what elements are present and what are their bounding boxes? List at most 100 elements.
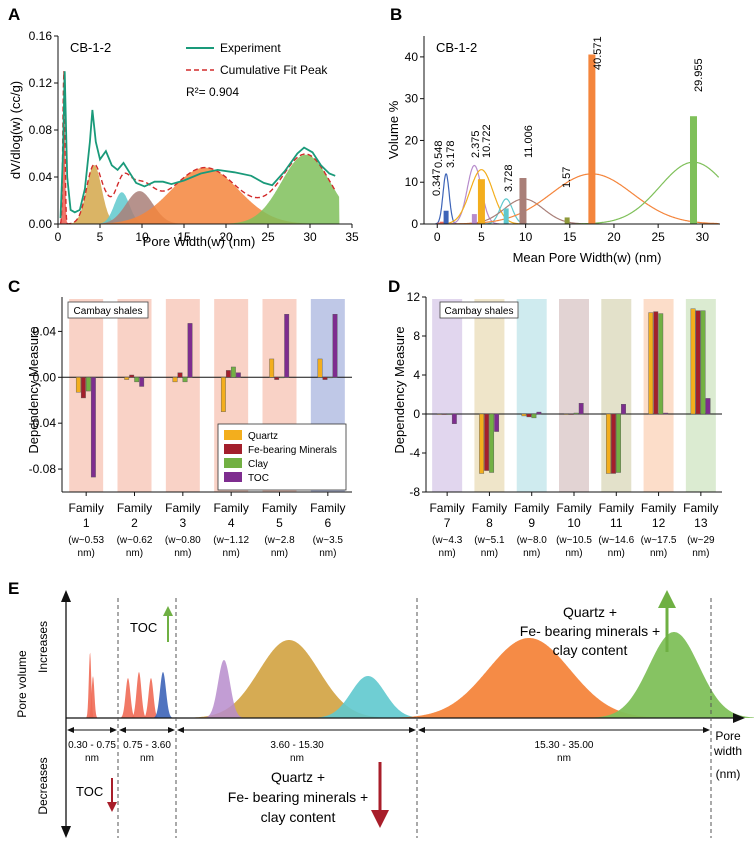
bar-family5-toc <box>284 314 290 378</box>
volume-bar-1 <box>437 222 443 224</box>
bar-family6-fe-bearing-minerals <box>322 377 328 380</box>
x-axis-label-a: Pore Width(w) (nm) <box>143 234 256 249</box>
bar-family6-quartz <box>317 358 323 378</box>
bar-value-label-8: 1.57 <box>561 167 573 188</box>
e-decreases: Decreases <box>36 757 50 814</box>
category-num: 6 <box>324 516 331 530</box>
y-axis-label-c: Dependency Measure <box>26 326 41 453</box>
bar-family2-quartz <box>124 377 130 380</box>
e-x-label-2: width <box>713 744 742 758</box>
title-c: Cambay shales <box>74 306 143 317</box>
cumulative-fit-line <box>59 71 336 225</box>
category-unit: nm) <box>650 548 667 559</box>
legend-toc: TOC <box>248 473 269 484</box>
panel-a: A 0 5 10 15 20 25 30 35 0.00 0.04 0.08 0.12 0.16 CB-… <box>8 5 359 249</box>
legend-c: Quartz Fe-bearing Minerals Clay TOC <box>217 423 347 491</box>
y-tick-label-b: 10 <box>405 175 419 189</box>
category-unit: nm) <box>174 548 191 559</box>
e-peak-fam-6 <box>153 672 173 718</box>
category-unit: nm) <box>481 548 498 559</box>
x-tick-label-b: 5 <box>478 230 485 244</box>
bar-family11-clay <box>616 413 621 473</box>
bar-value-label-5: 10.722 <box>481 124 493 158</box>
category-num: 10 <box>567 516 581 530</box>
bar-family8-clay <box>489 413 495 473</box>
category-unit: nm) <box>78 548 95 559</box>
e-range-1-text: 0.30 - 0.75 <box>68 740 116 751</box>
x-tick-label-a: 20 <box>219 230 233 244</box>
category-range: (w~4.3 <box>432 535 463 546</box>
legend-clay: Clay <box>248 459 268 470</box>
e-range-2-unit: nm <box>140 753 154 764</box>
category-range: (w~2.8 <box>264 535 295 546</box>
e-quartz-down-2: Fe- bearing minerals + <box>228 789 368 805</box>
bar-family10-toc <box>578 403 584 415</box>
x-tick-label-a: 0 <box>55 230 62 244</box>
panel-d: D Family7(w~4.3nm)Family8(w~5.1nm)Family… <box>388 277 722 559</box>
e-x-label-1: Pore <box>715 729 741 743</box>
x-tick-label-b: 0 <box>434 230 441 244</box>
category-num: 11 <box>610 516 623 530</box>
panel-label-d: D <box>388 277 400 296</box>
r-squared: R²= 0.904 <box>186 85 239 99</box>
category-range: (w~0.53 <box>68 535 104 546</box>
bar-family9-toc <box>536 411 542 415</box>
fit-peak-5 <box>97 167 313 224</box>
legend-swatch-toc <box>224 472 242 482</box>
category-name: Family <box>429 501 464 515</box>
bar-family8-quartz <box>479 413 485 474</box>
category-range: (w~10.5 <box>556 535 592 546</box>
family-band-7 <box>432 299 463 492</box>
e-range-3-unit: nm <box>290 753 304 764</box>
e-peak-micro-2 <box>88 676 98 718</box>
e-range-2-head-l <box>119 727 126 733</box>
bar-value-label-7: 11.006 <box>523 125 535 158</box>
bar-family6-clay <box>327 377 333 379</box>
bar-family13-quartz <box>690 308 696 415</box>
bar-family3-toc <box>187 323 193 378</box>
y-axis-label-d: Dependency Measure <box>392 326 407 453</box>
e-toc-down-arrow-head <box>107 802 117 812</box>
category-unit: nm) <box>692 548 709 559</box>
y-tick-label-c-plot: 0.00 <box>33 370 57 384</box>
bar-family3-quartz <box>172 377 178 383</box>
bar-family3-fe-bearing-minerals <box>177 372 183 378</box>
category-name: Family <box>472 501 507 515</box>
y-tick-label-b: 0 <box>411 217 418 231</box>
category-name: Family <box>556 501 591 515</box>
e-range-3-head-r <box>409 727 416 733</box>
x-axis-label-b: Mean Pore Width(w) (nm) <box>513 250 662 265</box>
y-tick-label-c-plot: -0.04 <box>29 416 57 430</box>
volume-bar-3 <box>443 210 449 224</box>
x-tick-label-b: 15 <box>563 230 577 244</box>
category-range: (w~8.0 <box>517 535 548 546</box>
bar-family2-fe-bearing-minerals <box>129 374 135 378</box>
bar-family9-clay <box>531 413 537 419</box>
e-x-label-3: (nm) <box>716 767 741 781</box>
x-tick-label-a: 30 <box>303 230 317 244</box>
y-tick-label-a: 0.16 <box>29 29 53 43</box>
sample-label-a: CB-1-2 <box>70 40 111 55</box>
e-toc-down-label: TOC <box>76 784 103 799</box>
e-peak-fam-7 <box>204 660 244 718</box>
category-unit: nm) <box>271 548 288 559</box>
volume-bar-5 <box>477 179 485 224</box>
bar-value-label-2: 0.548 <box>433 140 445 168</box>
e-range-3-head-l <box>177 727 184 733</box>
e-x-arrow <box>733 713 745 723</box>
category-num: 9 <box>528 516 535 530</box>
e-range-3-text: 3.60 - 15.30 <box>270 740 324 751</box>
e-quartz-up-1: Quartz + <box>563 604 617 620</box>
volume-bar-8 <box>564 217 570 224</box>
e-range-4-head-r <box>703 727 710 733</box>
sample-label-b: CB-1-2 <box>436 40 477 55</box>
experiment-line <box>59 71 336 219</box>
bar-family1-clay <box>85 377 91 392</box>
e-toc-up-arrow-head <box>163 606 173 616</box>
title-box-d <box>439 301 519 319</box>
volume-bar-6 <box>503 208 509 224</box>
category-range: (w~0.62 <box>117 535 153 546</box>
e-range-1-unit: nm <box>85 753 99 764</box>
y-tick-label-d-plot: 8 <box>413 329 420 343</box>
